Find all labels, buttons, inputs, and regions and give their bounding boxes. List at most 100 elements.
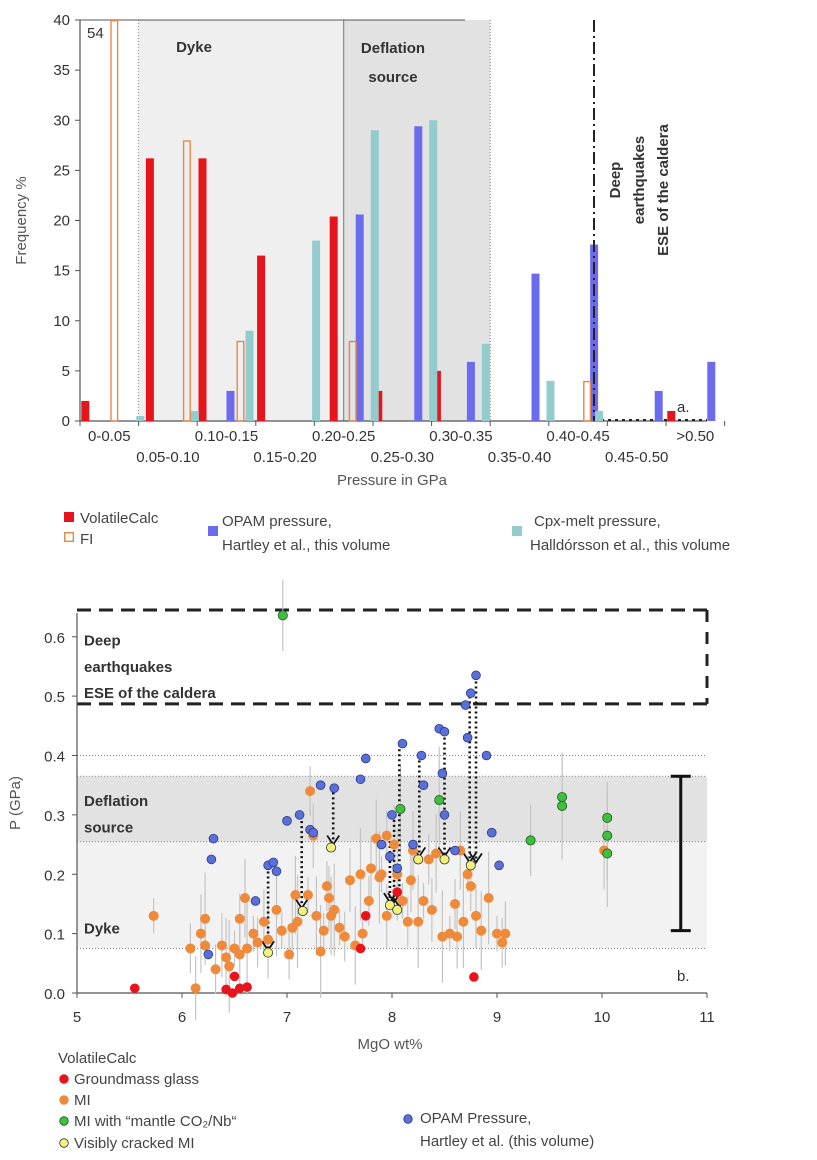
point-cracked-mi xyxy=(326,842,337,853)
point-mi xyxy=(497,937,508,948)
arrow-head xyxy=(469,852,483,864)
point-mi xyxy=(252,937,263,948)
bar-fi xyxy=(583,380,592,422)
point-opam xyxy=(385,851,395,862)
region-band-dyke xyxy=(138,20,344,421)
legend-label: OPAM pressure, xyxy=(222,513,332,530)
deep-earthquakes-label: Deep xyxy=(84,633,121,650)
point-mi xyxy=(221,952,232,963)
point-groundmass-glass xyxy=(227,988,238,998)
point-mantle-mi xyxy=(602,830,613,841)
point-mi xyxy=(418,895,429,906)
point-opam xyxy=(471,670,481,681)
point-opam xyxy=(250,896,261,906)
point-opam xyxy=(397,738,408,749)
overflow-value-label: 54 xyxy=(87,25,104,42)
legend-label: Halldórsson et al., this volume xyxy=(530,537,730,554)
bar-opam xyxy=(654,390,663,421)
point-mi xyxy=(500,928,511,939)
x-tick-label: 10 xyxy=(594,1009,611,1026)
deep-earthquakes-label: ESE of the caldera xyxy=(655,123,672,255)
point-mi xyxy=(302,890,313,901)
y-tick-label: 35 xyxy=(53,62,70,79)
point-mantle-mi xyxy=(525,835,536,846)
y-tick-label: 5 xyxy=(62,363,70,380)
point-mi xyxy=(234,949,245,960)
bar-cpx xyxy=(595,410,604,421)
legend-swatch-volatilecalc xyxy=(64,512,74,522)
point-mi xyxy=(148,910,159,921)
region-label-deflation: Deflation xyxy=(84,793,148,810)
legend-label: Groundmass glass xyxy=(74,1071,199,1088)
bar-cpx xyxy=(312,240,321,421)
x-tick-label: 5 xyxy=(73,1009,81,1026)
legend-label: OPAM Pressure, xyxy=(420,1110,531,1127)
bar-cpx xyxy=(136,415,145,421)
point-opam xyxy=(481,750,492,761)
bar-cpx xyxy=(370,130,379,421)
point-mi xyxy=(329,904,340,915)
point-opam xyxy=(387,810,397,820)
point-mantle-mi xyxy=(395,803,406,814)
point-opam xyxy=(439,810,450,820)
bar-volatilecalc xyxy=(329,216,338,421)
point-mi xyxy=(276,925,287,936)
point-mi xyxy=(381,830,392,841)
legend-label: MI xyxy=(74,1092,91,1109)
bar-fi xyxy=(110,20,119,422)
point-mantle-mi xyxy=(602,848,613,859)
x-tick-label: 7 xyxy=(283,1009,291,1026)
x-tick-label: 11 xyxy=(699,1009,715,1026)
point-opam xyxy=(208,833,219,844)
y-tick-label: 0.6 xyxy=(44,630,65,647)
bar-opam xyxy=(414,126,423,421)
y-tick-label: 0.4 xyxy=(44,749,65,766)
x-tick-label: 0.40-0.45 xyxy=(546,428,609,445)
y-tick-label: 25 xyxy=(53,162,70,179)
panel-label: a. xyxy=(677,399,690,416)
deep-earthquakes-label: earthquakes xyxy=(84,659,172,676)
deep-earthquakes-label: Deep xyxy=(607,162,624,199)
point-opam xyxy=(408,839,418,850)
point-mi xyxy=(323,893,334,904)
point-opam xyxy=(360,753,371,764)
point-mi xyxy=(315,946,326,957)
bar-opam xyxy=(531,273,540,421)
point-mantle-mi xyxy=(434,795,445,806)
bar-volatilecalc xyxy=(667,410,676,421)
point-opam xyxy=(355,774,366,785)
legend-swatch-fi xyxy=(63,532,74,543)
legend-label: Hartley et al., this volume xyxy=(222,537,390,554)
point-mi xyxy=(200,940,211,951)
y-tick-label: 0.1 xyxy=(44,927,65,944)
region-band-deflation xyxy=(77,776,707,842)
point-opam xyxy=(494,860,504,871)
point-mi xyxy=(491,928,502,939)
legend-marker xyxy=(403,1114,413,1124)
deep-earthquakes-label: ESE of the caldera xyxy=(84,685,216,702)
point-mi xyxy=(210,964,221,975)
point-mi xyxy=(344,875,355,886)
y-tick-label: 0.0 xyxy=(44,986,65,1003)
legend-marker xyxy=(59,1116,69,1126)
point-cracked-mi xyxy=(413,854,424,865)
x-tick-label: 8 xyxy=(388,1009,396,1026)
x-tick-label: 0.25-0.30 xyxy=(371,449,434,466)
point-mi xyxy=(292,916,303,927)
point-mi xyxy=(290,890,301,901)
legend-label: MI with “mantle CO₂/Nb“ xyxy=(74,1113,237,1130)
point-mi xyxy=(216,940,227,951)
point-mi xyxy=(476,925,487,936)
point-mi xyxy=(462,869,473,880)
point-mi xyxy=(413,916,424,927)
point-mi xyxy=(311,910,322,921)
bar-volatilecalc xyxy=(257,255,266,421)
x-tick-label: 0.45-0.50 xyxy=(605,449,668,466)
point-opam xyxy=(294,810,305,820)
point-mi xyxy=(271,904,282,915)
point-groundmass-glass xyxy=(355,943,366,954)
x-axis-label: Pressure in GPa xyxy=(337,472,448,489)
point-mi xyxy=(190,983,201,994)
